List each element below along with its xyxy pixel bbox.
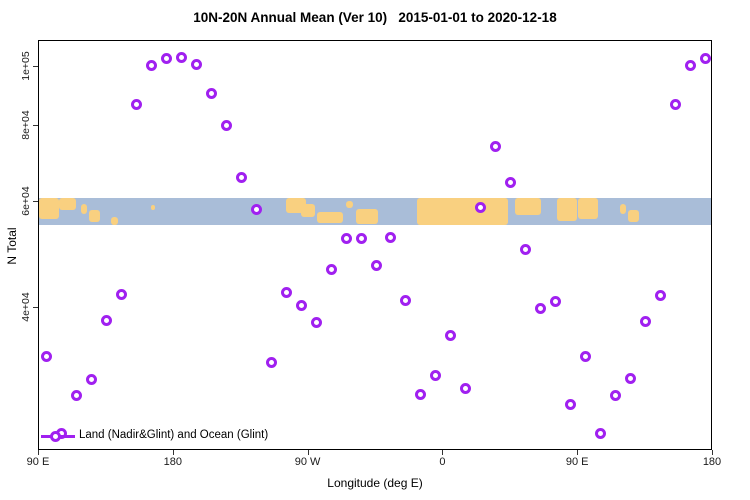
data-point xyxy=(565,398,577,410)
data-point xyxy=(505,177,517,189)
data-point xyxy=(235,172,247,184)
land-patch xyxy=(316,212,344,223)
data-point xyxy=(130,98,142,110)
x-axis-tick xyxy=(38,450,39,455)
data-point xyxy=(445,330,457,342)
x-axis-tick xyxy=(442,450,444,455)
x-tick-label: 180 xyxy=(702,456,722,468)
land-patch xyxy=(89,210,100,223)
data-point xyxy=(670,98,682,110)
map-band xyxy=(39,198,711,225)
y-tick-label: 8e+04 xyxy=(20,110,32,140)
x-axis-label: Longitude (deg E) xyxy=(327,476,423,490)
data-point xyxy=(310,316,322,328)
land-patch xyxy=(59,198,76,211)
land-patch xyxy=(80,203,87,214)
x-axis-tick xyxy=(172,450,174,455)
data-point xyxy=(340,233,352,245)
land-patch xyxy=(417,198,508,225)
y-tick-label: 1e+05 xyxy=(20,51,32,81)
land-patch xyxy=(514,198,542,215)
y-axis-tick xyxy=(33,200,38,202)
x-axis-tick xyxy=(577,450,579,455)
x-tick-label: 90 E xyxy=(565,456,589,468)
data-point xyxy=(520,243,532,255)
land-patch xyxy=(300,203,316,218)
x-tick-label: 180 xyxy=(163,456,182,468)
data-point xyxy=(595,427,607,439)
data-point xyxy=(400,295,412,307)
legend-circle-icon xyxy=(50,431,61,442)
data-point xyxy=(370,260,382,272)
x-tick-label: 90 W xyxy=(294,456,321,468)
plot-area: Land (Nadir&Glint) and Ocean (Glint) xyxy=(38,40,712,450)
data-point xyxy=(580,351,592,363)
data-point xyxy=(325,264,337,276)
data-point xyxy=(85,374,97,386)
x-axis-tick xyxy=(307,450,309,455)
data-point xyxy=(535,302,547,314)
x-tick-label: 90 E xyxy=(26,456,50,468)
data-point xyxy=(160,53,172,65)
land-patch xyxy=(151,204,156,211)
data-point xyxy=(295,299,307,311)
x-tick-label: 0 xyxy=(439,456,446,468)
data-point xyxy=(220,119,232,131)
y-tick-label: 4e+04 xyxy=(20,292,32,323)
data-point xyxy=(430,370,442,382)
legend-label: Land (Nadir&Glint) and Ocean (Glint) xyxy=(79,429,269,441)
data-point xyxy=(610,390,622,402)
y-axis-tick xyxy=(33,124,38,126)
data-point xyxy=(145,60,157,72)
chart-title: 10N-20N Annual Mean (Ver 10) 2015-01-01 … xyxy=(193,10,557,25)
data-point xyxy=(175,51,187,63)
data-point xyxy=(700,52,711,64)
land-patch xyxy=(578,198,598,220)
data-point xyxy=(460,383,472,395)
x-axis-tick xyxy=(712,450,713,455)
land-patch xyxy=(39,198,60,220)
data-point xyxy=(280,287,292,299)
y-tick-label: 6e+04 xyxy=(20,185,32,216)
data-point xyxy=(385,231,397,243)
land-patch xyxy=(627,210,639,223)
land-patch xyxy=(556,198,577,221)
data-point xyxy=(205,88,217,100)
land-patch xyxy=(111,217,118,225)
y-axis-label: N Total xyxy=(5,227,19,265)
data-point xyxy=(115,288,127,300)
data-point xyxy=(355,233,367,245)
data-point xyxy=(70,390,82,402)
data-point xyxy=(475,202,487,214)
y-axis-tick xyxy=(33,307,38,309)
y-axis-tick xyxy=(33,66,38,67)
data-point xyxy=(655,289,667,301)
data-point xyxy=(550,296,562,308)
data-point xyxy=(190,59,202,71)
land-patch xyxy=(355,208,378,225)
data-point xyxy=(100,315,112,327)
data-point xyxy=(250,204,262,216)
data-point xyxy=(640,315,652,327)
data-point xyxy=(265,356,277,368)
data-point xyxy=(625,372,637,384)
data-point xyxy=(685,60,697,72)
land-patch xyxy=(346,200,353,208)
data-point xyxy=(40,351,52,363)
data-point xyxy=(490,140,502,152)
land-patch xyxy=(619,203,626,214)
data-point xyxy=(415,388,427,400)
